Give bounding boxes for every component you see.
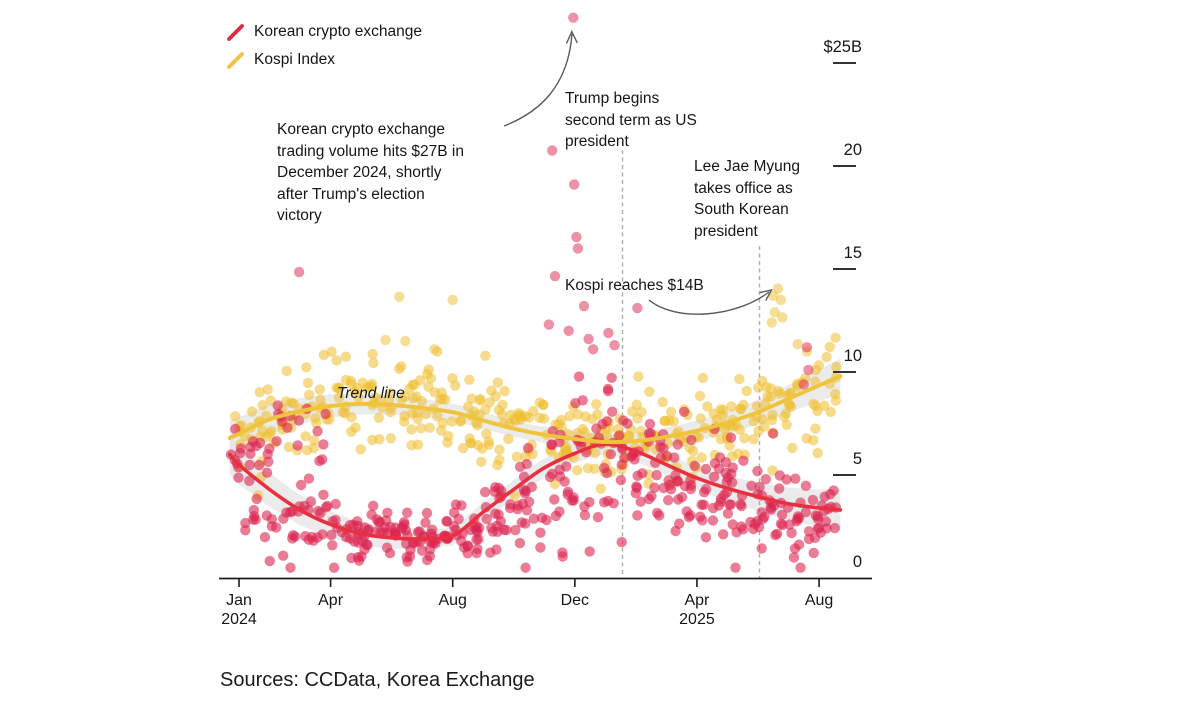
legend-item-crypto: Korean crypto exchange [226,20,422,44]
x-axis-label-apr: Apr [318,592,344,609]
outlier-point [394,291,405,302]
annotation-crypto-spike: Korean crypto exchange trading volume hi… [277,121,464,224]
axes [219,62,872,587]
outlier-point [792,339,803,350]
arrow-to-27b-point [503,33,573,127]
arrow-to-14b-point [648,291,770,315]
trend-line-label: Trend line [337,385,405,402]
x-axis-label-dec: Dec [560,592,590,609]
x-axis-label-aug: Aug [804,592,834,609]
x-axis-label-jan-2024: Jan 2024 [221,592,257,628]
kospi-trend-line [227,374,843,445]
outlier-point [549,271,561,282]
x-axis-label-aug: Aug [438,592,467,609]
legend: Korean crypto exchange Kospi Index [226,20,422,76]
outlier-point [798,379,809,390]
outlier-point [777,312,788,323]
y-axis-label-20: 20 [843,141,862,159]
annotation-lee: Lee Jae Myung takes office as South Kore… [694,158,800,240]
y-axis-label-10: 10 [843,347,862,365]
x-axis-label-apr-2025: Apr 2025 [679,592,715,628]
outlier-point [569,179,580,190]
outlier-point [572,243,584,254]
outlier-point [775,294,787,306]
annotation-arrows [503,29,773,315]
outlier-point [568,12,579,23]
outlier-point [632,302,643,314]
y-axis-label-25: $25B [823,38,862,56]
outlier-point [563,325,574,336]
annotation-trump: Trump begins second term as US president [565,90,697,150]
source-line: Sources: CCData, Korea Exchange [220,669,535,691]
outlier-point [429,344,440,355]
outlier-point [587,344,599,355]
crypto-confidence-band [229,433,841,550]
legend-label-crypto: Korean crypto exchange [254,23,423,40]
outlier-point [400,335,411,347]
arrowhead-27b [565,29,578,44]
kospi-slash-icon [227,51,244,69]
outlier-point [447,294,458,306]
annotation-kospi-14b: Kospi reaches $14B [565,277,704,294]
outlier-point [578,300,590,312]
outlier-point [543,319,555,330]
kospi-slash-line [227,51,244,69]
outlier-point [547,145,558,156]
arrowhead-14b [759,288,773,301]
outlier-point [603,327,614,339]
outlier-point [583,333,594,345]
y-axis-label-5: 5 [852,450,862,468]
crypto-slash-line [227,23,244,41]
y-axis-label-15: 15 [843,244,862,262]
outlier-point [571,231,582,243]
y-axis-label-0: 0 [852,553,862,571]
crypto-slash-icon [227,23,244,41]
crypto-scatter-points [225,12,841,573]
outlier-point [293,266,305,278]
outlier-point [769,307,780,318]
legend-label-kospi: Kospi Index [254,51,335,68]
outlier-point [803,364,814,376]
trend-lines [227,374,843,541]
outlier-point [380,334,391,346]
outlier-point [801,342,813,353]
outlier-point [768,290,779,301]
crypto-trend-line [228,442,843,541]
outlier-point [766,317,777,328]
legend-item-kospi: Kospi Index [226,48,422,72]
outlier-point [609,340,620,351]
